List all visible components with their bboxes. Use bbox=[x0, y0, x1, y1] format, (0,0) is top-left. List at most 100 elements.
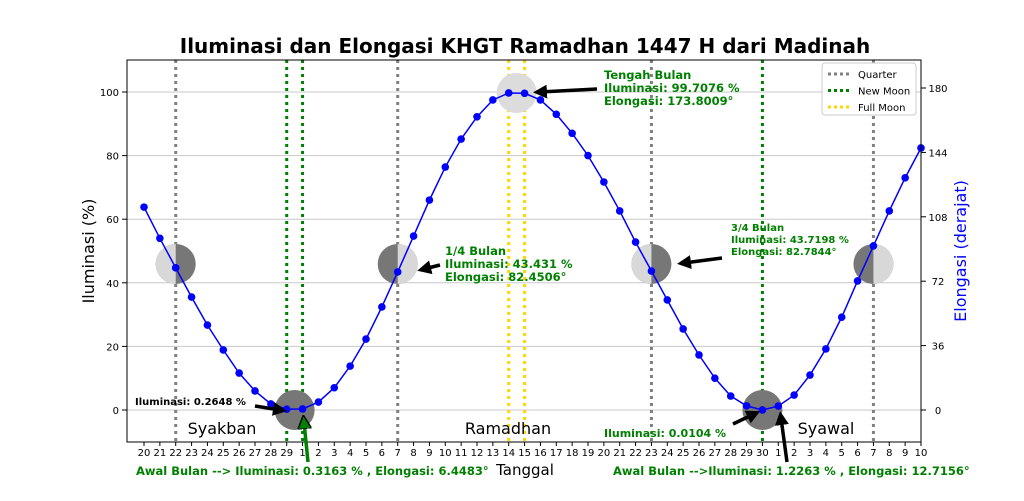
data-point bbox=[457, 135, 465, 143]
data-point bbox=[695, 351, 703, 359]
x-tick-label: 29 bbox=[280, 448, 293, 459]
data-point bbox=[901, 174, 909, 182]
annotation-arrows bbox=[254, 84, 789, 463]
svg-text:3/4 Bulan: 3/4 Bulan bbox=[731, 223, 784, 234]
data-point bbox=[520, 89, 529, 98]
x-tick-label: 7 bbox=[870, 448, 876, 459]
arrow-month-start-2 bbox=[775, 411, 789, 463]
data-point bbox=[584, 151, 592, 160]
x-tick-label: 15 bbox=[518, 448, 531, 459]
x-tick-label: 18 bbox=[566, 448, 579, 459]
x-tick-label: 25 bbox=[217, 448, 230, 459]
data-point bbox=[837, 313, 846, 321]
month-label-syawal: Syawal bbox=[798, 419, 855, 438]
data-point bbox=[362, 335, 370, 343]
x-tick-label: 29 bbox=[740, 448, 753, 459]
arrow-month-start-1 bbox=[304, 422, 308, 463]
data-point bbox=[647, 267, 656, 275]
y-right-tick-label: 144 bbox=[928, 148, 947, 159]
arrow-last-quarter bbox=[677, 255, 723, 270]
chart-title: Iluminasi dan Elongasi KHGT Ramadhan 144… bbox=[180, 34, 871, 58]
data-point bbox=[758, 406, 767, 414]
y-tick-label: 40 bbox=[106, 279, 119, 290]
svg-text:Elongasi: 173.8009°: Elongasi: 173.8009° bbox=[604, 94, 733, 108]
x-tick-label: 4 bbox=[823, 448, 829, 459]
y-right-tick-label: 108 bbox=[928, 213, 947, 224]
y-tick-label: 100 bbox=[100, 88, 119, 99]
data-point bbox=[187, 293, 196, 301]
x-tick-label: 9 bbox=[902, 448, 908, 459]
x-tick-label: 16 bbox=[534, 448, 547, 459]
x-tick-label: 10 bbox=[915, 448, 928, 459]
data-point bbox=[473, 113, 481, 121]
svg-text:Elongasi: 82.7844°: Elongasi: 82.7844° bbox=[731, 247, 837, 258]
arrow-full-moon bbox=[533, 84, 598, 99]
x-tick-label: 26 bbox=[233, 448, 246, 459]
moon-disk bbox=[274, 390, 315, 430]
x-tick-label: 28 bbox=[724, 448, 737, 459]
data-point bbox=[663, 296, 672, 304]
x-tick-label: 23 bbox=[645, 448, 658, 459]
legend-label: New Moon bbox=[858, 87, 910, 98]
y-tick-label: 60 bbox=[106, 215, 119, 226]
x-tick-label: 24 bbox=[201, 448, 214, 459]
y-right-tick-label: 72 bbox=[932, 277, 945, 288]
data-point bbox=[378, 303, 386, 311]
svg-text:Tengah Bulan: Tengah Bulan bbox=[604, 68, 691, 82]
y-tick-label: 0 bbox=[113, 406, 119, 417]
y-tick-label: 20 bbox=[106, 342, 119, 353]
data-point bbox=[203, 321, 212, 329]
data-point bbox=[774, 402, 783, 410]
x-tick-label: 5 bbox=[363, 448, 369, 459]
data-point bbox=[219, 346, 228, 354]
data-point bbox=[409, 232, 418, 240]
data-point bbox=[742, 402, 751, 410]
moon-lit-half bbox=[873, 244, 894, 284]
moon-icon bbox=[155, 244, 196, 284]
data-point bbox=[679, 325, 687, 333]
x-tick-label: 8 bbox=[410, 448, 416, 459]
x-tick-label: 11 bbox=[455, 448, 468, 459]
annotation-month-start-1: Awal Bulan --> Iluminasi: 0.3163 % , Elo… bbox=[136, 464, 489, 478]
x-tick-label: 30 bbox=[756, 448, 769, 459]
x-tick-label: 1 bbox=[299, 448, 305, 459]
annotation-new-moon-2: Iluminasi: 0.0104 % bbox=[604, 427, 726, 440]
data-point bbox=[536, 96, 545, 104]
moon-lit-half bbox=[155, 244, 176, 284]
x-tick-label: 27 bbox=[249, 448, 262, 459]
x-tick-label: 26 bbox=[693, 448, 706, 459]
data-point bbox=[552, 110, 561, 119]
x-tick-label: 22 bbox=[169, 448, 182, 459]
x-tick-label: 21 bbox=[613, 448, 626, 459]
arrow-first-quarter bbox=[417, 260, 441, 275]
data-point bbox=[568, 129, 576, 138]
arrow-new-moon-1 bbox=[254, 401, 287, 416]
moon-icon bbox=[274, 390, 315, 430]
annotation-last-quarter: 3/4 Bulan Iluminasi: 43.7198 % Elongasi:… bbox=[731, 223, 849, 258]
x-tick-label: 1 bbox=[775, 448, 781, 459]
y-right-tick-label: 180 bbox=[928, 84, 947, 95]
data-point bbox=[140, 203, 148, 211]
x-tick-label: 8 bbox=[886, 448, 892, 459]
svg-text:Iluminasi: 43.431 %: Iluminasi: 43.431 % bbox=[445, 257, 573, 271]
data-point bbox=[711, 374, 719, 383]
svg-text:1/4 Bulan: 1/4 Bulan bbox=[445, 244, 506, 258]
x-tick-label: 28 bbox=[264, 448, 277, 459]
data-point bbox=[156, 234, 164, 243]
x-tick-label: 21 bbox=[153, 448, 166, 459]
month-label-ramadhan: Ramadhan bbox=[465, 419, 551, 438]
legend: Quarter New Moon Full Moon bbox=[821, 62, 917, 116]
svg-text:Iluminasi: 43.7198 %: Iluminasi: 43.7198 % bbox=[731, 235, 849, 246]
data-point bbox=[631, 238, 640, 246]
moon-icon bbox=[631, 244, 672, 284]
x-tick-label: 3 bbox=[807, 448, 813, 459]
data-point bbox=[489, 96, 497, 104]
legend-label: Quarter bbox=[858, 70, 898, 81]
month-label-syakban: Syakban bbox=[188, 419, 257, 438]
y-tick-label: 80 bbox=[106, 152, 119, 163]
x-tick-label: 25 bbox=[677, 448, 690, 459]
x-tick-label: 7 bbox=[395, 448, 401, 459]
data-point bbox=[615, 207, 624, 215]
x-tick-label: 9 bbox=[426, 448, 432, 459]
x-tick-label: 24 bbox=[661, 448, 674, 459]
